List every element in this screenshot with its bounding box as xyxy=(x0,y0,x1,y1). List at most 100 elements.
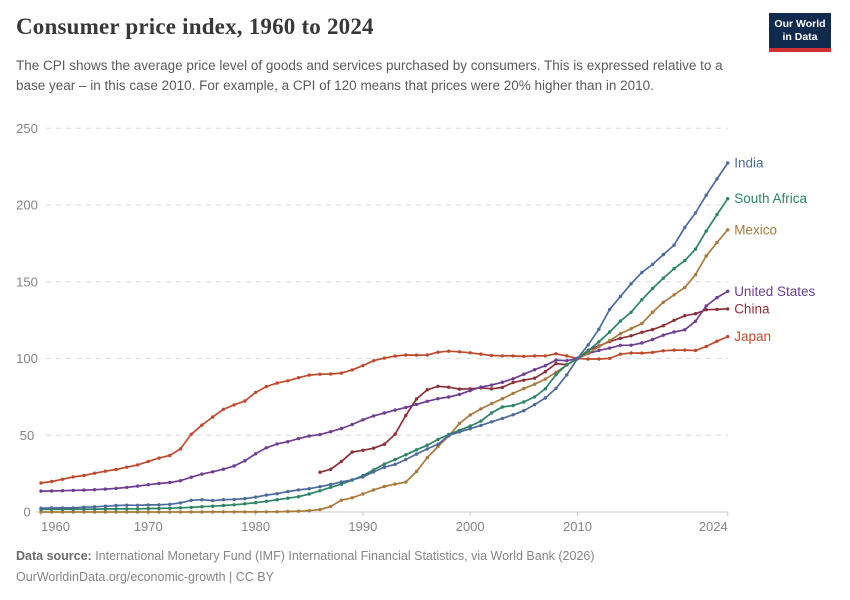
data-point xyxy=(50,479,54,484)
data-point xyxy=(307,434,311,438)
data-point xyxy=(157,506,161,511)
series-japan[interactable] xyxy=(39,334,730,485)
data-point xyxy=(157,503,161,507)
data-point xyxy=(608,338,612,343)
data-point xyxy=(264,493,268,497)
data-point xyxy=(286,509,290,514)
data-point xyxy=(39,489,43,493)
data-point xyxy=(339,498,344,502)
data-point xyxy=(425,443,429,447)
series-india[interactable] xyxy=(39,161,730,510)
data-point xyxy=(307,487,311,491)
data-point xyxy=(683,285,687,290)
data-point xyxy=(414,397,419,401)
data-point xyxy=(146,503,150,507)
data-point xyxy=(554,361,558,366)
data-point xyxy=(135,510,140,514)
owid-link[interactable]: OurWorldinData.org/economic-growth xyxy=(16,570,226,584)
data-point xyxy=(157,510,161,514)
data-point xyxy=(286,496,290,500)
data-point xyxy=(693,247,698,251)
data-point xyxy=(178,501,183,505)
data-point xyxy=(554,358,558,362)
data-point xyxy=(543,396,547,400)
data-point xyxy=(565,359,569,363)
data-point xyxy=(447,433,451,438)
data-point xyxy=(361,363,365,368)
data-point xyxy=(221,407,226,411)
data-point xyxy=(597,357,601,361)
series-label-india[interactable]: India xyxy=(734,155,764,170)
data-point xyxy=(511,391,515,396)
data-point xyxy=(436,442,440,446)
data-point xyxy=(597,327,601,331)
data-point xyxy=(318,470,322,474)
data-point xyxy=(200,510,204,514)
data-point xyxy=(71,510,75,514)
data-point xyxy=(275,498,279,502)
data-point xyxy=(500,416,505,421)
data-point xyxy=(511,380,515,385)
data-point xyxy=(125,465,129,469)
data-point xyxy=(715,177,719,181)
data-point xyxy=(575,356,580,361)
data-point xyxy=(565,354,569,358)
data-point xyxy=(489,401,494,406)
data-point xyxy=(425,456,429,460)
series-mexico[interactable] xyxy=(39,228,730,514)
series-label-mexico[interactable]: Mexico xyxy=(734,222,777,237)
data-point xyxy=(168,510,172,514)
data-point xyxy=(543,377,547,381)
data-point xyxy=(608,330,612,334)
data-point xyxy=(318,372,322,376)
data-point xyxy=(382,462,387,466)
series-united-states[interactable] xyxy=(39,289,730,493)
data-point xyxy=(618,352,623,356)
y-tick-label-0: 0 xyxy=(23,505,30,520)
data-point xyxy=(221,503,226,508)
data-point xyxy=(468,388,472,393)
data-point xyxy=(489,387,494,391)
owid-logo[interactable]: Our World in Data xyxy=(769,13,831,52)
data-point xyxy=(404,457,408,462)
data-point xyxy=(296,509,301,513)
data-point xyxy=(318,432,322,437)
series-label-united-states[interactable]: United States xyxy=(734,284,815,299)
data-point xyxy=(650,327,655,332)
data-point xyxy=(135,503,140,507)
data-point xyxy=(650,337,655,342)
data-point xyxy=(489,420,494,424)
series-label-china[interactable]: China xyxy=(734,301,770,316)
data-point xyxy=(715,240,719,245)
data-point xyxy=(522,354,526,359)
data-point xyxy=(253,510,258,514)
series-label-japan[interactable]: Japan xyxy=(734,329,771,344)
data-point xyxy=(586,357,590,361)
data-point xyxy=(243,502,247,506)
data-point xyxy=(275,492,279,496)
chart-footer: Data source: International Monetary Fund… xyxy=(16,546,595,588)
data-point xyxy=(168,506,172,510)
series-label-south-africa[interactable]: South Africa xyxy=(734,191,807,206)
data-point xyxy=(361,475,365,479)
data-point xyxy=(726,197,730,201)
data-point xyxy=(60,477,65,481)
data-point xyxy=(597,348,601,353)
data-point xyxy=(640,330,644,334)
data-point xyxy=(189,498,193,502)
data-point xyxy=(82,488,86,492)
data-point xyxy=(232,464,236,468)
data-point xyxy=(511,354,515,358)
data-point xyxy=(200,498,204,502)
data-point xyxy=(232,403,236,407)
data-point xyxy=(211,415,215,419)
data-point xyxy=(715,339,719,343)
data-point xyxy=(532,382,537,386)
series-china[interactable] xyxy=(318,307,730,474)
data-point xyxy=(683,225,687,230)
data-point xyxy=(361,448,365,452)
data-point xyxy=(339,459,344,464)
x-tick-label-2000: 2000 xyxy=(456,519,485,534)
chart-svg: 0 50 100 150 200 250 1960 1970 1980 1990 2000 2010 2… xyxy=(16,121,815,534)
